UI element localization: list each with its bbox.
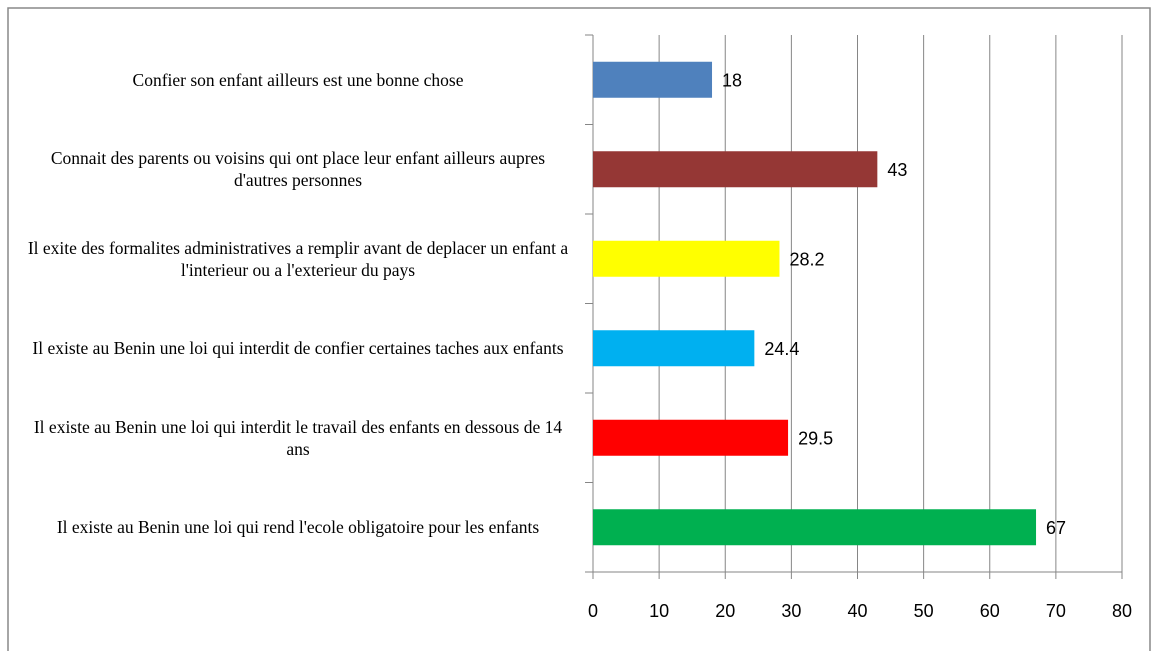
x-tick-label: 80 (1112, 601, 1132, 621)
category-label: Connait des parents ou voisins qui ont p… (50, 148, 546, 191)
value-label: 18 (722, 71, 742, 91)
x-tick-label: 30 (781, 601, 801, 621)
x-tick-label: 40 (847, 601, 867, 621)
bar (593, 419, 789, 456)
bar (593, 240, 780, 277)
category-label: Il existe au Benin une loi qui interdit … (33, 416, 563, 459)
value-label: 28.2 (789, 250, 824, 270)
x-tick-label: 0 (588, 601, 598, 621)
chart-frame (7, 7, 1151, 651)
x-tick-label: 10 (649, 601, 669, 621)
category-label: Il exite des formalites administratives … (27, 237, 569, 280)
bar (593, 151, 878, 188)
value-label: 43 (887, 160, 907, 180)
bar (593, 509, 1037, 546)
value-label: 29.5 (798, 429, 833, 449)
value-label: 67 (1046, 518, 1066, 538)
x-tick-label: 50 (914, 601, 934, 621)
category-label: Confier son enfant ailleurs est une bonn… (132, 69, 464, 90)
category-label: Il existe au Benin une loi qui rend l'ec… (56, 517, 540, 538)
x-tick-label: 60 (980, 601, 1000, 621)
bar (593, 61, 713, 98)
value-label: 24.4 (764, 339, 799, 359)
category-label: Il existe au Benin une loi qui interdit … (32, 338, 564, 359)
x-tick-label: 70 (1046, 601, 1066, 621)
bar (593, 330, 755, 367)
x-tick-label: 20 (715, 601, 735, 621)
